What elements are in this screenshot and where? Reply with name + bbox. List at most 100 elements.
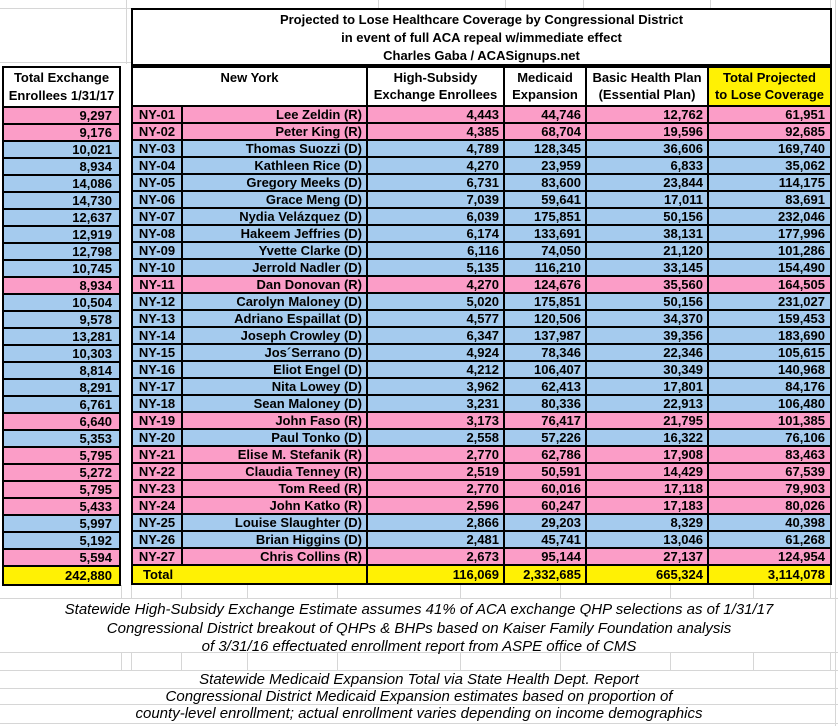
bhp-cell[interactable]: 36,606 [587,141,709,156]
exchange-enrollees-cell[interactable]: 12,798 [72,244,112,259]
bhp-cell[interactable]: 23,844 [587,175,709,190]
high-subsidy-cell[interactable]: 4,212 [368,362,505,377]
representative-cell[interactable]: Gregory Meeks (D) [183,175,368,190]
bhp-cell[interactable]: 50,156 [587,294,709,309]
representative-cell[interactable]: Lee Zeldin (R) [183,107,368,122]
totals-medicaid-cell[interactable]: 2,332,685 [505,566,587,583]
high-subsidy-cell[interactable]: 6,731 [368,175,505,190]
bhp-cell[interactable]: 16,322 [587,430,709,445]
district-cell[interactable]: NY-15 [133,345,183,360]
district-cell[interactable]: NY-16 [133,362,183,377]
high-subsidy-cell[interactable]: 4,789 [368,141,505,156]
total-cell[interactable]: 106,480 [778,396,825,411]
district-cell[interactable]: NY-12 [133,294,183,309]
bhp-cell[interactable]: 17,118 [587,481,709,496]
high-subsidy-cell[interactable]: 6,039 [368,209,505,224]
bhp-cell[interactable]: 12,762 [587,107,709,122]
representative-cell[interactable]: John Katko (R) [183,498,368,513]
exchange-enrollees-cell[interactable]: 5,192 [79,533,112,548]
district-cell[interactable]: NY-04 [133,158,183,173]
representative-cell[interactable]: Paul Tonko (D) [183,430,368,445]
bhp-cell[interactable]: 19,596 [587,124,709,139]
total-cell[interactable]: 169,740 [778,141,825,156]
representative-cell[interactable]: Joseph Crowley (D) [183,328,368,343]
total-cell[interactable]: 61,951 [785,107,825,122]
representative-cell[interactable]: Thomas Suozzi (D) [183,141,368,156]
medicaid-cell[interactable]: 76,417 [505,413,587,428]
total-cell[interactable]: 124,954 [778,549,825,564]
medicaid-cell[interactable]: 78,346 [505,345,587,360]
medicaid-cell[interactable]: 62,413 [505,379,587,394]
bhp-cell[interactable]: 14,429 [587,464,709,479]
total-cell[interactable]: 114,175 [778,175,825,190]
high-subsidy-cell[interactable]: 3,231 [368,396,505,411]
representative-cell[interactable]: Louise Slaughter (D) [183,515,368,530]
bhp-cell[interactable]: 17,011 [587,192,709,207]
high-subsidy-cell[interactable]: 3,173 [368,413,505,428]
high-subsidy-cell[interactable]: 5,020 [368,294,505,309]
district-cell[interactable]: NY-07 [133,209,183,224]
exchange-enrollees-cell[interactable]: 5,795 [79,482,112,497]
medicaid-cell[interactable]: 44,746 [505,107,587,122]
bhp-cell[interactable]: 39,356 [587,328,709,343]
representative-cell[interactable]: Jerrold Nadler (D) [183,260,368,275]
medicaid-cell[interactable]: 175,851 [505,209,587,224]
bhp-cell[interactable]: 30,349 [587,362,709,377]
high-subsidy-cell[interactable]: 4,443 [368,107,505,122]
representative-cell[interactable]: Hakeem Jeffries (D) [183,226,368,241]
high-subsidy-cell[interactable]: 4,385 [368,124,505,139]
medicaid-cell[interactable]: 60,247 [505,498,587,513]
high-subsidy-cell[interactable]: 2,519 [368,464,505,479]
total-cell[interactable]: 159,453 [778,311,825,326]
representative-cell[interactable]: Jos´Serrano (D) [183,345,368,360]
high-subsidy-cell[interactable]: 2,596 [368,498,505,513]
exchange-enrollees-cell[interactable]: 5,997 [79,516,112,531]
total-cell[interactable]: 84,176 [785,379,825,394]
representative-cell[interactable]: Sean Maloney (D) [183,396,368,411]
medicaid-cell[interactable]: 59,641 [505,192,587,207]
high-subsidy-cell[interactable]: 7,039 [368,192,505,207]
high-subsidy-cell[interactable]: 6,174 [368,226,505,241]
exchange-enrollees-cell[interactable]: 12,919 [72,227,112,242]
total-cell[interactable]: 231,027 [778,294,825,309]
district-cell[interactable]: NY-03 [133,141,183,156]
exchange-enrollees-cell[interactable]: 14,730 [72,193,112,208]
exchange-enrollees-cell[interactable]: 13,281 [72,329,112,344]
medicaid-cell[interactable]: 137,987 [505,328,587,343]
district-cell[interactable]: NY-25 [133,515,183,530]
representative-cell[interactable]: Tom Reed (R) [183,481,368,496]
representative-cell[interactable]: John Faso (R) [183,413,368,428]
high-subsidy-cell[interactable]: 3,962 [368,379,505,394]
medicaid-cell[interactable]: 80,336 [505,396,587,411]
total-cell[interactable]: 101,286 [778,243,825,258]
exchange-enrollees-cell[interactable]: 14,086 [72,176,112,191]
district-cell[interactable]: NY-08 [133,226,183,241]
representative-cell[interactable]: Nydia Velázquez (D) [183,209,368,224]
total-cell[interactable]: 154,490 [778,260,825,275]
exchange-enrollees-cell[interactable]: 9,297 [79,108,112,123]
exchange-enrollees-cell[interactable]: 9,578 [79,312,112,327]
exchange-enrollees-cell[interactable]: 8,291 [79,380,112,395]
district-cell[interactable]: NY-27 [133,549,183,564]
exchange-enrollees-cell[interactable]: 9,176 [79,125,112,140]
high-subsidy-cell[interactable]: 5,135 [368,260,505,275]
exchange-enrollees-total-cell[interactable]: 242,880 [4,567,119,584]
medicaid-cell[interactable]: 83,600 [505,175,587,190]
representative-cell[interactable]: Dan Donovan (R) [183,277,368,292]
total-cell[interactable]: 164,505 [778,277,825,292]
representative-cell[interactable]: Elise M. Stefanik (R) [183,447,368,462]
total-cell[interactable]: 105,615 [778,345,825,360]
district-cell[interactable]: NY-01 [133,107,183,122]
medicaid-cell[interactable]: 57,226 [505,430,587,445]
representative-cell[interactable]: Peter King (R) [183,124,368,139]
total-cell[interactable]: 76,106 [785,430,825,445]
medicaid-cell[interactable]: 106,407 [505,362,587,377]
high-subsidy-cell[interactable]: 6,116 [368,243,505,258]
exchange-enrollees-cell[interactable]: 8,934 [79,159,112,174]
representative-cell[interactable]: Grace Meng (D) [183,192,368,207]
district-cell[interactable]: NY-14 [133,328,183,343]
high-subsidy-cell[interactable]: 2,673 [368,549,505,564]
bhp-cell[interactable]: 6,833 [587,158,709,173]
total-cell[interactable]: 80,026 [785,498,825,513]
total-cell[interactable]: 183,690 [778,328,825,343]
